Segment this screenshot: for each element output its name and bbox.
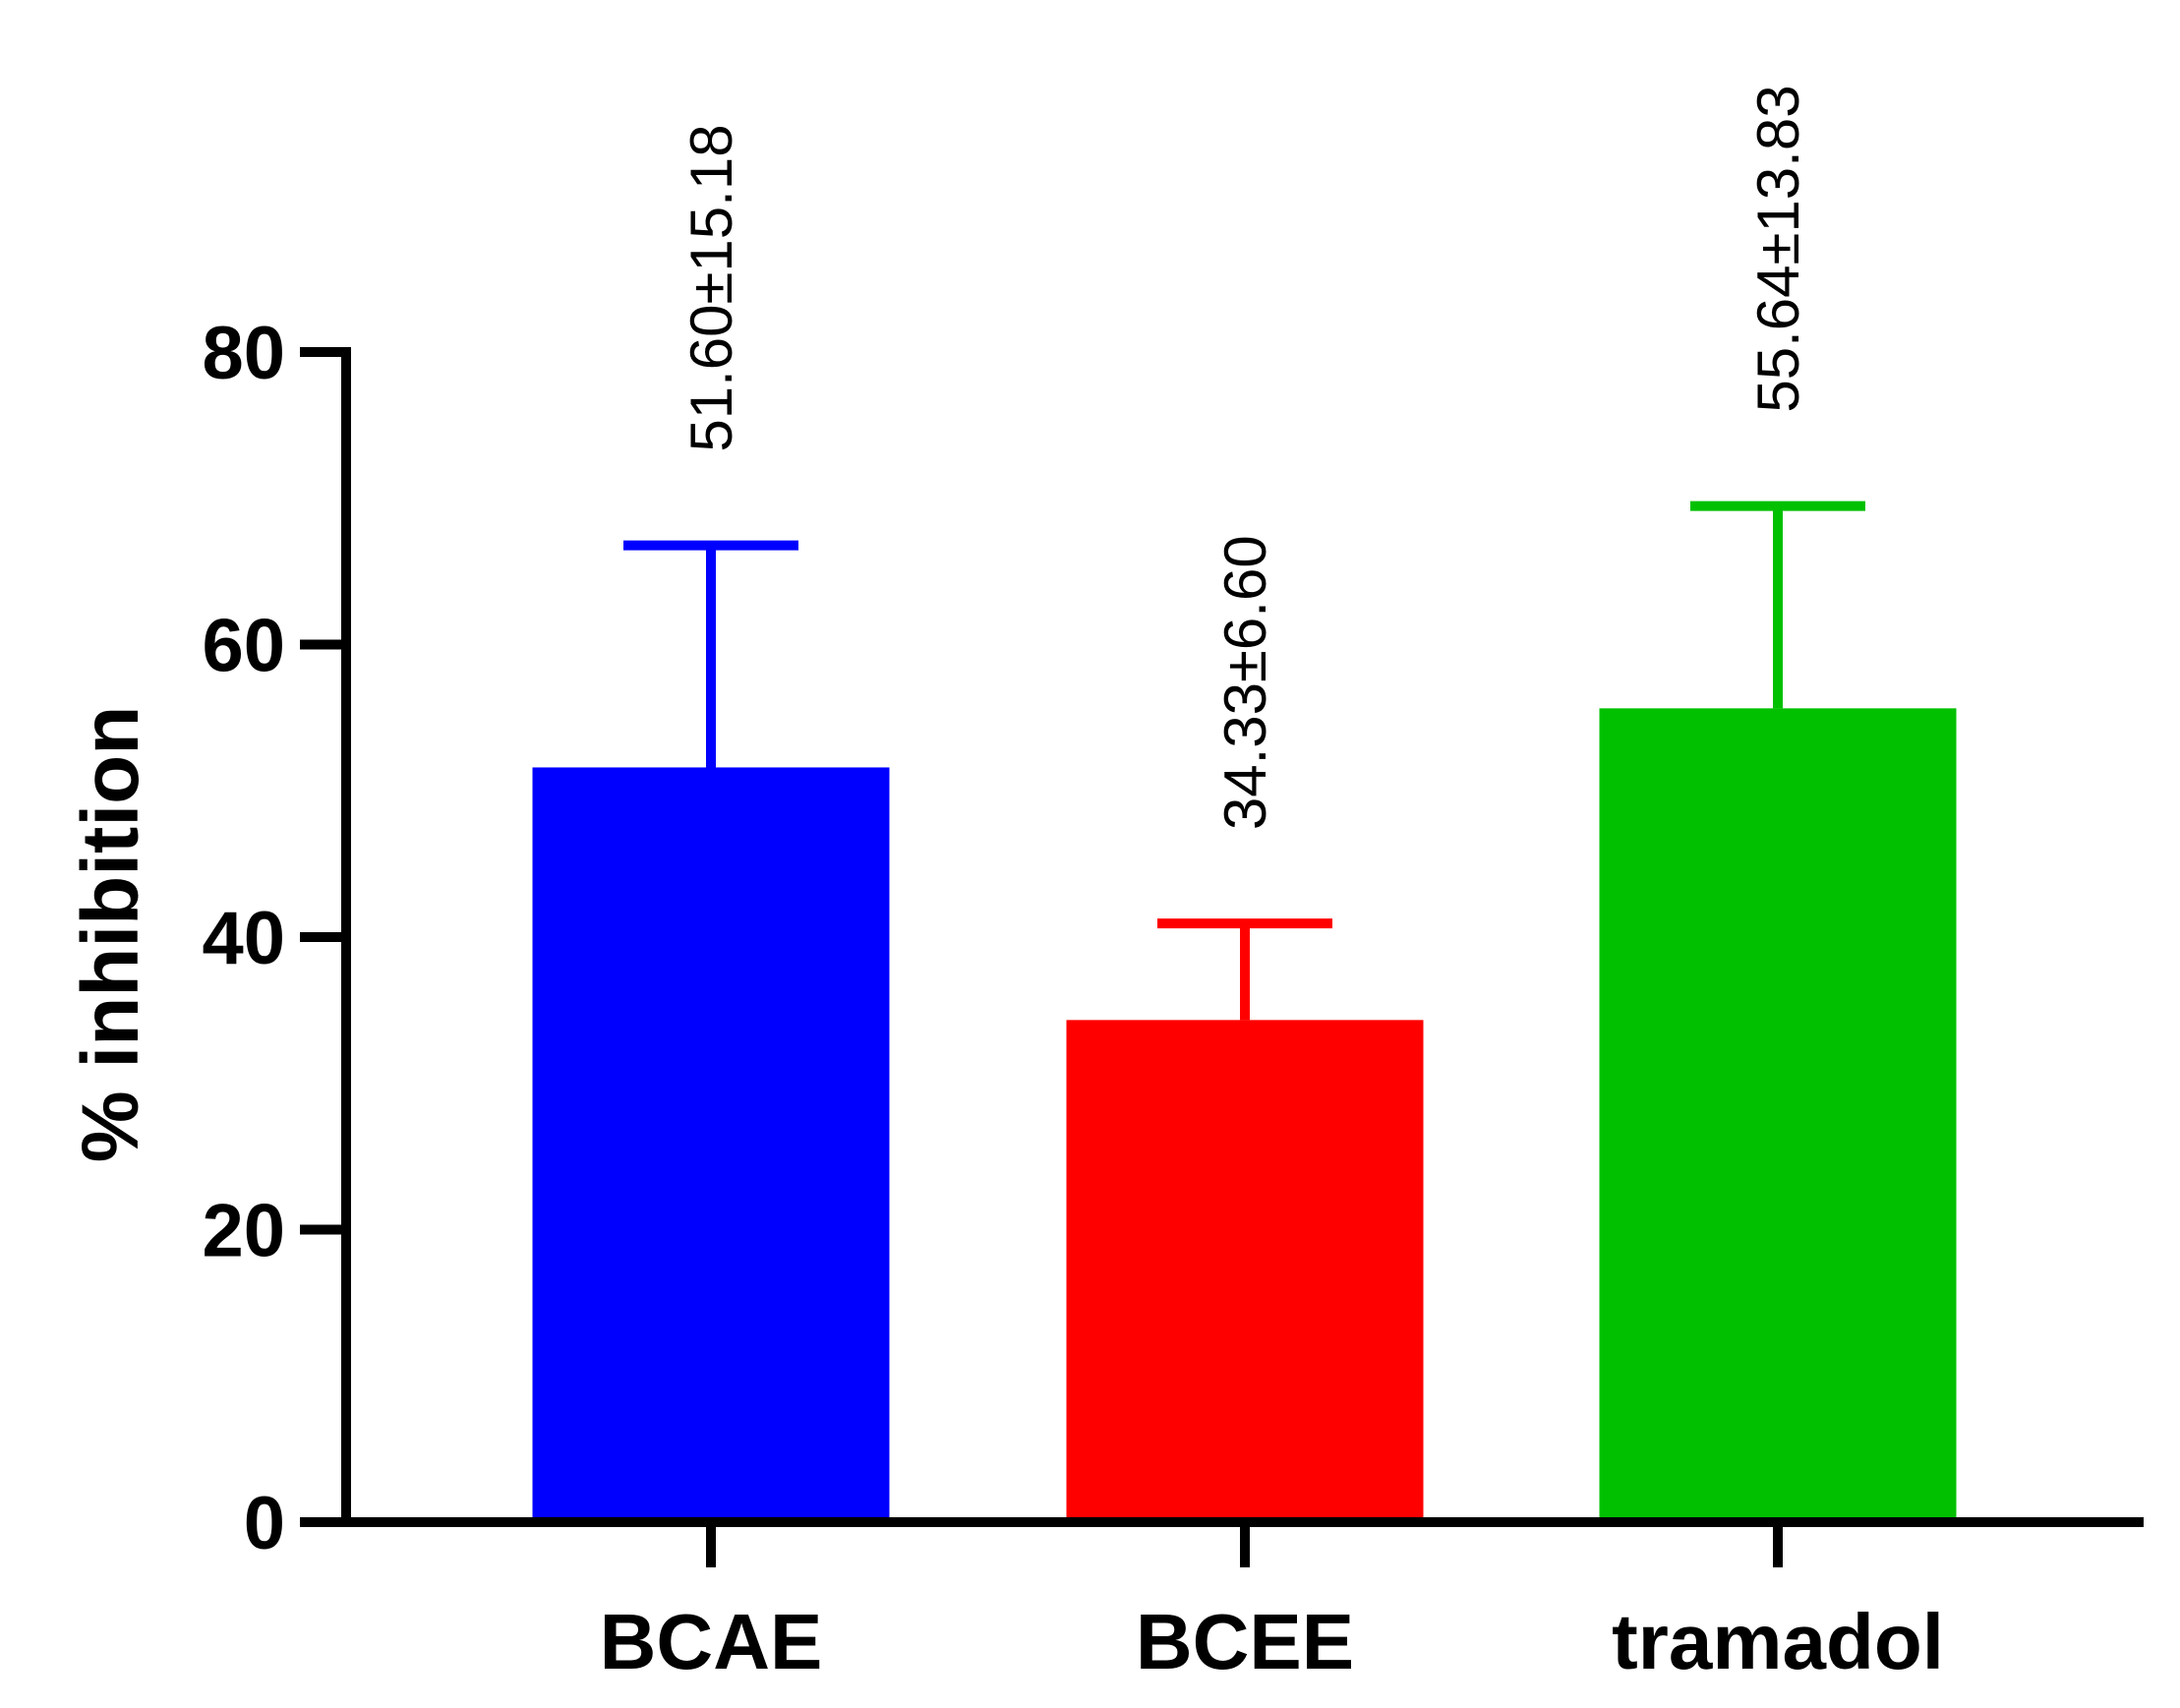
labels-layer: 0 20 40 60 80 BCAE BCEE tramadol % inhibition 51.… — [66, 85, 1944, 1685]
error-bars-layer — [623, 501, 1865, 1021]
bar-tramadol — [1599, 708, 1957, 1522]
y-tick-label-80: 80 — [202, 312, 285, 395]
bar-bcae — [532, 767, 890, 1522]
bars-layer — [532, 708, 1957, 1522]
y-tick-label-0: 0 — [244, 1482, 285, 1565]
data-label-tramadol: 55.64±13.83 — [1745, 85, 1811, 412]
x-tick-label-bcae: BCAE — [600, 1598, 823, 1685]
axes-layer — [300, 347, 2144, 1567]
data-label-bcae: 51.60±15.18 — [678, 124, 744, 451]
y-tick-label-60: 60 — [202, 605, 285, 688]
bar-bcee — [1066, 1020, 1424, 1522]
y-axis-title: % inhibition — [66, 706, 155, 1163]
y-tick-label-20: 20 — [202, 1190, 285, 1273]
y-tick-label-40: 40 — [202, 897, 285, 980]
x-tick-label-bcee: BCEE — [1136, 1598, 1354, 1685]
x-tick-label-tramadol: tramadol — [1612, 1598, 1944, 1685]
data-label-bcee: 34.33±6.60 — [1212, 535, 1278, 830]
